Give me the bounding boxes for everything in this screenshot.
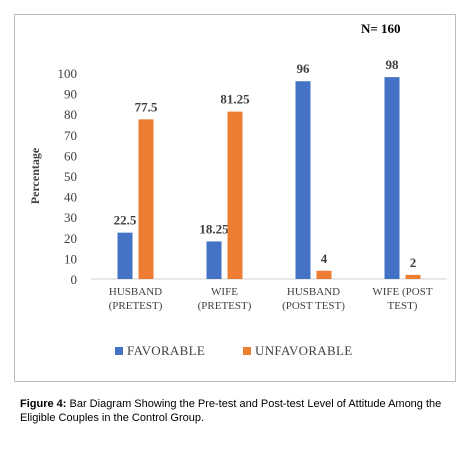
legend-swatch	[115, 347, 123, 355]
sample-size-annotation: N= 160	[361, 21, 401, 36]
y-tick-label: 20	[64, 231, 77, 246]
bar-unfavorable	[227, 111, 243, 279]
y-tick-label: 60	[64, 148, 77, 163]
bar-data-label: 18.25	[199, 221, 229, 236]
bar-data-label: 22.5	[114, 213, 137, 228]
bar-unfavorable	[405, 274, 421, 279]
x-tick-label: HUSBAND	[287, 286, 340, 298]
bar-favorable	[117, 232, 133, 279]
y-tick-label: 50	[64, 169, 77, 184]
bar-favorable	[295, 81, 311, 280]
chart-frame: N= 160 Percentage 0 10 20 30 40 50 60 70 80 90 100 22…	[14, 14, 456, 382]
y-tick-label: 40	[64, 190, 77, 205]
bar-data-label: 2	[410, 255, 417, 270]
bar-data-label: 4	[321, 251, 328, 266]
x-tick-label: WIFE	[211, 286, 238, 298]
bar-data-label: 77.5	[135, 99, 158, 114]
bar-unfavorable	[138, 119, 154, 279]
x-tick-label: (PRETEST)	[109, 300, 163, 312]
bar-unfavorable	[316, 270, 332, 279]
x-tick-label: WIFE (POST	[372, 286, 432, 298]
y-tick-label: 10	[64, 251, 77, 266]
y-tick-label: 90	[64, 87, 77, 102]
y-axis-label: Percentage	[28, 147, 42, 204]
legend-label-unfavorable: UNFAVORABLE	[255, 343, 352, 358]
figure-caption: Figure 4: Bar Diagram Showing the Pre-te…	[20, 397, 460, 425]
y-tick-label: 0	[71, 272, 78, 287]
legend-label-favorable: FAVORABLE	[127, 343, 205, 358]
bar-chart: N= 160Percentage010203040506070809010022…	[28, 21, 447, 358]
y-tick-label: 70	[64, 128, 77, 143]
x-tick-label: (POST TEST)	[282, 300, 345, 312]
caption-text: Bar Diagram Showing the Pre-test and Pos…	[20, 398, 442, 424]
x-tick-label: HUSBAND	[109, 286, 162, 298]
bar-favorable	[206, 241, 222, 279]
y-tick-label: 80	[64, 107, 77, 122]
caption-label: Figure 4:	[20, 398, 67, 410]
legend-swatch	[243, 347, 251, 355]
bar-favorable	[384, 77, 400, 279]
y-tick-label: 30	[64, 210, 77, 225]
bar-data-label: 81.25	[220, 92, 250, 107]
y-tick-label: 100	[58, 66, 78, 81]
x-tick-label: TEST)	[388, 300, 418, 312]
x-tick-label: (PRETEST)	[198, 300, 252, 312]
bar-data-label: 98	[386, 57, 400, 72]
bar-data-label: 96	[297, 61, 311, 76]
